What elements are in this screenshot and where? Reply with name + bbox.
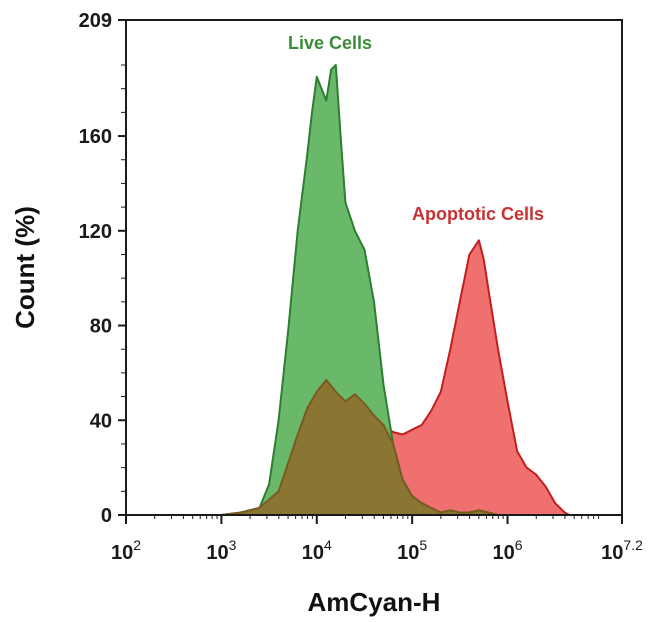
series-area-overlap — [220, 379, 509, 516]
x-tick-label: 105 — [397, 537, 427, 564]
ticks-layer — [118, 19, 623, 524]
x-tick-label: 102 — [111, 537, 141, 564]
y-tick-label: 0 — [101, 505, 112, 527]
y-tick-label: 120 — [79, 221, 112, 243]
y-tick-label: 160 — [79, 126, 112, 148]
y-tick-label: 40 — [90, 410, 112, 432]
y-tick-label: 209 — [79, 10, 112, 32]
series-layer — [220, 64, 571, 516]
annotation-apoptotic-cells: Apoptotic Cells — [412, 204, 544, 224]
y-tick-label: 80 — [90, 316, 112, 338]
annotation-live-cells: Live Cells — [288, 33, 372, 53]
x-tick-label: 107.2 — [601, 537, 643, 564]
y-axis-title: Count (%) — [10, 206, 40, 329]
labels-layer: 0 40 80 120 160 209 102 103 104 105 106 107.2 Live C… — [79, 10, 643, 564]
x-axis-title: AmCyan-H — [308, 587, 441, 617]
x-tick-label: 103 — [206, 537, 236, 564]
x-tick-label: 104 — [302, 537, 332, 564]
x-tick-label: 106 — [493, 537, 523, 564]
